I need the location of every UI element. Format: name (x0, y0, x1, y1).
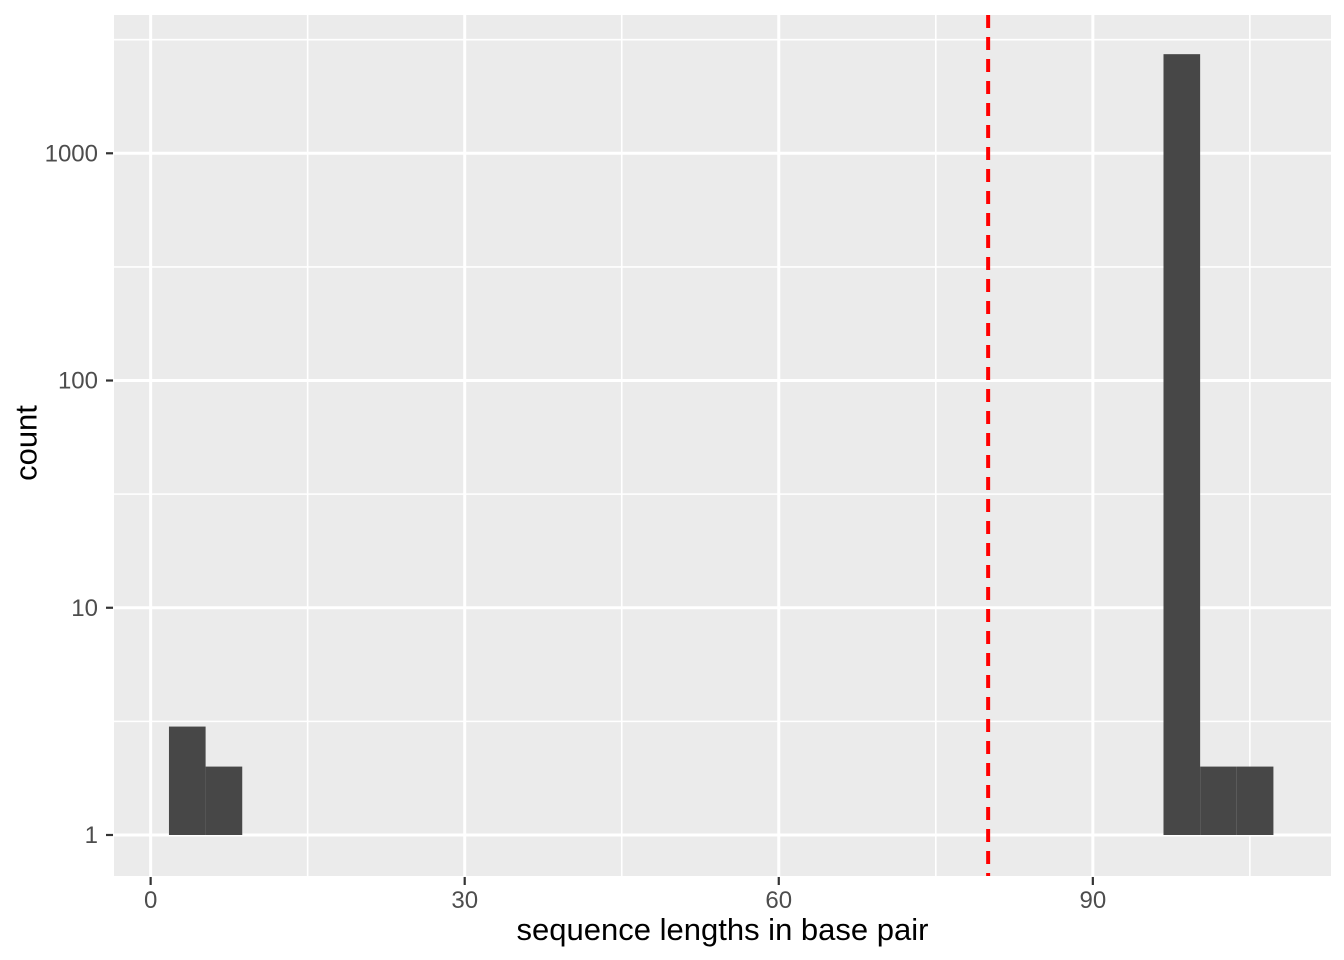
histogram-bar (1163, 54, 1201, 835)
y-axis-title: count (8, 405, 44, 481)
y-tick-label: 100 (58, 368, 98, 395)
y-tick-label: 10 (71, 595, 98, 622)
y-tick-label: 1000 (45, 140, 98, 167)
histogram-bar (205, 766, 243, 835)
histogram-bar (1200, 766, 1237, 835)
x-tick-label: 30 (451, 887, 478, 914)
histogram-bar (168, 726, 206, 835)
histogram-bar (1236, 766, 1274, 835)
plot-panel (114, 15, 1331, 876)
x-tick-label: 0 (144, 887, 157, 914)
x-axis-title: sequence lengths in base pair (516, 912, 929, 947)
y-tick-label: 1 (85, 822, 98, 849)
x-tick-label: 60 (765, 887, 792, 914)
x-tick-label: 90 (1079, 887, 1106, 914)
